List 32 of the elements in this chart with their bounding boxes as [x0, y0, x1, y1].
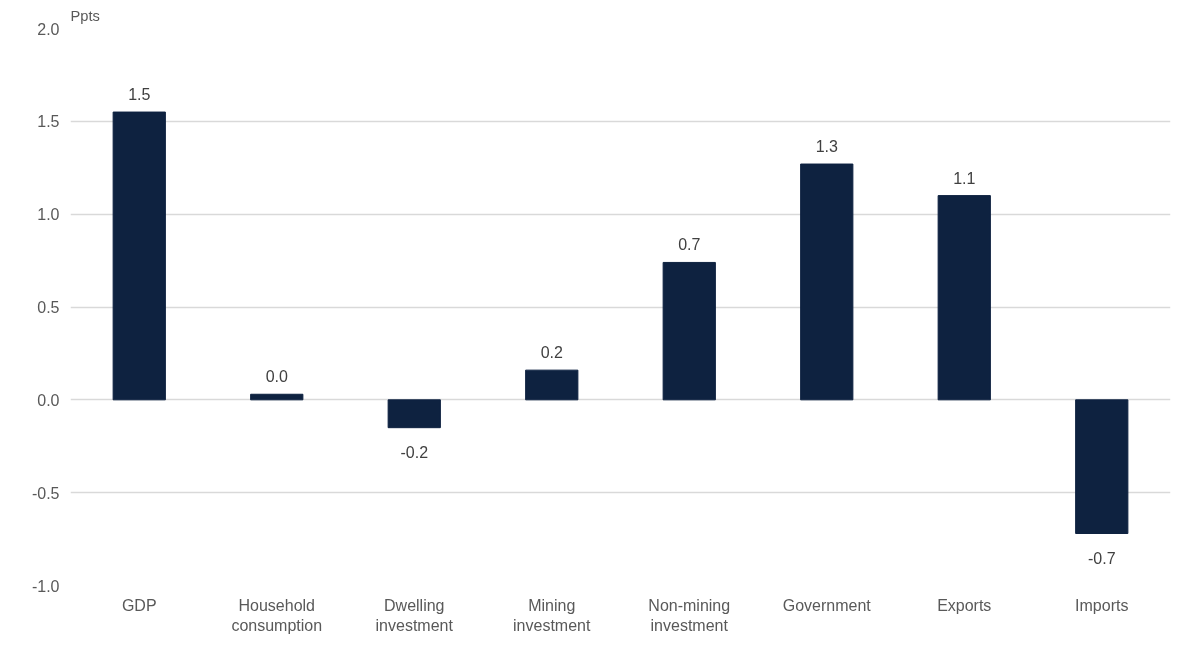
bar: [662, 261, 716, 401]
x-tick-label: Imports: [1075, 596, 1129, 614]
y-tick-label: 0.5: [37, 299, 60, 316]
x-tick-label: Household consumption: [231, 596, 323, 634]
bar: [937, 195, 991, 401]
data-label: 1.3: [815, 138, 838, 156]
data-label: -0.7: [1087, 549, 1116, 567]
y-tick-label: 0.0: [37, 391, 60, 409]
data-label: 0.7: [678, 236, 701, 254]
bar: [387, 399, 441, 429]
x-tick-label: Government: [782, 596, 872, 614]
bar: [250, 393, 304, 401]
x-tick-label: GDP: [121, 596, 157, 614]
data-label: 1.5: [128, 86, 151, 104]
y-tick-label: -1.0: [31, 577, 60, 595]
y-tick-label: -0.5: [31, 484, 60, 502]
y-tick-label: 1.0: [37, 206, 60, 224]
y-tick-label: 2.0: [37, 20, 60, 38]
bar: [112, 111, 166, 401]
x-tick-label: Dwelling investment: [375, 596, 454, 634]
x-tick-label: Exports: [937, 596, 992, 614]
data-label: 0.2: [540, 344, 563, 362]
bar: [1075, 399, 1129, 535]
x-tick-label: Mining investment: [513, 596, 591, 634]
bar: [800, 163, 854, 401]
data-label: -0.2: [400, 443, 429, 461]
data-label: 1.1: [953, 169, 976, 187]
data-label: 0.0: [265, 368, 288, 386]
bar: [525, 369, 579, 401]
y-axis-title: Ppts: [70, 7, 100, 24]
x-tick-label: Non-mining investment: [648, 596, 731, 634]
y-tick-label: 1.5: [37, 113, 60, 131]
